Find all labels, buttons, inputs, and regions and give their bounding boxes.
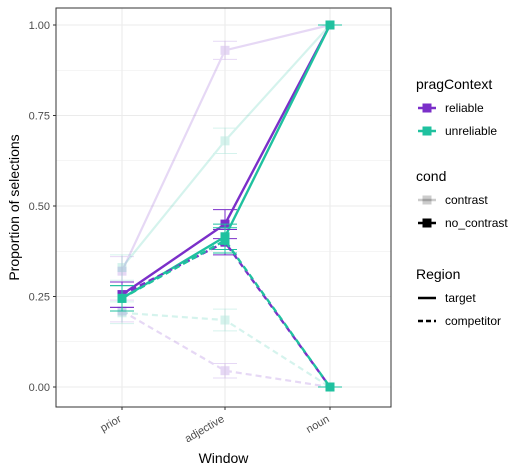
series-unreliable-no_contrast-competitor bbox=[110, 227, 342, 392]
plot-panel-border bbox=[55, 7, 392, 408]
legend-key-marker bbox=[422, 103, 432, 113]
data-point bbox=[220, 315, 230, 325]
legend-label: unreliable bbox=[445, 124, 497, 138]
legend-entry-no_contrast: no_contrast bbox=[418, 216, 508, 230]
series-line bbox=[121, 24, 331, 269]
data-point bbox=[220, 45, 230, 55]
data-point bbox=[117, 263, 127, 273]
legend-title: Region bbox=[416, 266, 460, 282]
series-line bbox=[121, 239, 331, 388]
legend-title: pragContext bbox=[416, 76, 492, 92]
x-tick-label: adjective bbox=[183, 413, 227, 445]
legend-group-cond: cond contrast no_contrast bbox=[416, 168, 508, 230]
y-tick-label: 1.00 bbox=[29, 20, 50, 32]
x-tick-label: noun bbox=[304, 413, 331, 436]
series-line bbox=[121, 24, 332, 300]
legend-entry-reliable: reliable bbox=[418, 101, 484, 115]
y-tick-label: 0.25 bbox=[29, 292, 50, 304]
legend-entry-competitor: competitor bbox=[418, 314, 501, 328]
series-reliable-contrast-target bbox=[110, 20, 342, 287]
legend-label: contrast bbox=[445, 193, 488, 207]
data-point bbox=[117, 266, 127, 276]
y-tick-label: 0.50 bbox=[29, 201, 50, 213]
axes: 0.00 0.25 0.50 0.75 1.00 prior adjective noun bbox=[29, 20, 332, 445]
series-layer bbox=[110, 20, 342, 392]
legend-label: no_contrast bbox=[445, 216, 508, 230]
data-point bbox=[220, 366, 230, 376]
data-point bbox=[117, 308, 127, 318]
legend-label: competitor bbox=[445, 314, 501, 328]
legend-title: cond bbox=[416, 168, 446, 184]
series-line bbox=[121, 311, 331, 388]
legend-label: target bbox=[445, 291, 476, 305]
legend-entry-unreliable: unreliable bbox=[418, 124, 497, 138]
legend-key-marker bbox=[422, 126, 432, 136]
series-reliable-no_contrast-target bbox=[110, 20, 342, 308]
legend: pragContext reliable unreliable cond contras… bbox=[416, 76, 508, 328]
data-point bbox=[117, 293, 127, 303]
series-line bbox=[121, 23, 331, 272]
y-tick-label: 0.00 bbox=[29, 382, 50, 394]
y-axis-title: Proportion of selections bbox=[6, 134, 22, 280]
legend-group-Region: Region target competitor bbox=[416, 266, 501, 328]
data-point bbox=[220, 136, 230, 146]
legend-group-pragContext: pragContext reliable unreliable bbox=[416, 76, 497, 138]
x-tick-label: prior bbox=[98, 413, 123, 435]
legend-label: reliable bbox=[445, 101, 484, 115]
y-tick-label: 0.75 bbox=[29, 111, 50, 123]
legend-entry-target: target bbox=[418, 291, 476, 305]
data-point bbox=[325, 20, 335, 30]
legend-key-marker bbox=[422, 218, 432, 228]
legend-entry-contrast: contrast bbox=[418, 193, 488, 207]
grid-lines bbox=[56, 8, 391, 407]
data-point bbox=[325, 382, 335, 392]
series-unreliable-no_contrast-target bbox=[110, 20, 342, 312]
legend-key-marker bbox=[422, 195, 432, 205]
x-axis-title: Window bbox=[199, 450, 250, 466]
data-point bbox=[220, 235, 230, 245]
series-line bbox=[121, 24, 332, 296]
